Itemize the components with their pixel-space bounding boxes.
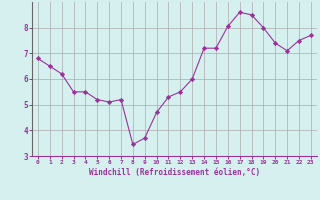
X-axis label: Windchill (Refroidissement éolien,°C): Windchill (Refroidissement éolien,°C) (89, 168, 260, 177)
